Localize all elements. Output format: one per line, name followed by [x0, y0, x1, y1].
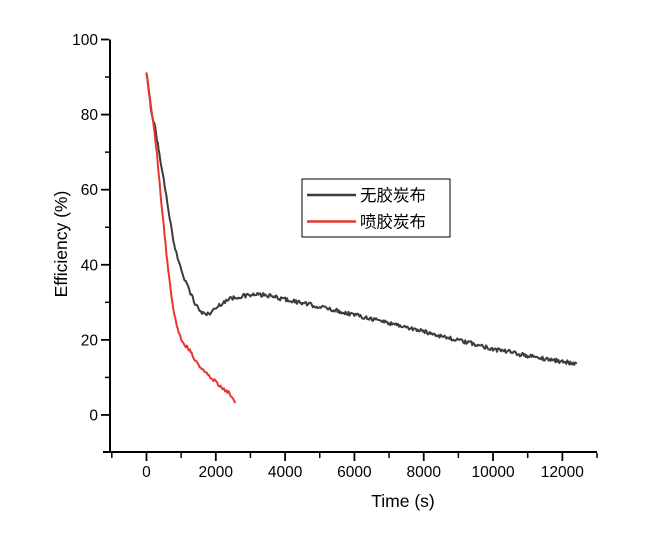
- y-axis-title: Efficiency (%): [51, 191, 71, 298]
- series-line-1: [145, 72, 578, 366]
- legend-label: 无胶炭布: [360, 186, 426, 205]
- x-tick-label: 10000: [471, 464, 514, 481]
- y-tick-label: 0: [89, 407, 98, 424]
- y-tick-label: 40: [81, 257, 99, 274]
- legend-box: [301, 178, 451, 238]
- legend-label: 喷胶炭布: [360, 213, 426, 232]
- y-tick-label: 60: [81, 182, 99, 199]
- axes: 0 2000 4000 6000 8000 10000 12000 0 20 40 60 80 100: [72, 32, 598, 481]
- x-tick-label: 2000: [199, 464, 234, 481]
- x-tick-label: 4000: [268, 464, 303, 481]
- y-tick-label: 100: [72, 32, 98, 49]
- x-tick-label: 12000: [541, 464, 584, 481]
- y-tick-label: 80: [81, 107, 99, 124]
- x-tick-label: 6000: [337, 464, 372, 481]
- x-tick-label: 0: [142, 464, 151, 481]
- y-tick-label: 20: [81, 332, 99, 349]
- x-axis-title: Time (s): [371, 491, 435, 511]
- data-series: [145, 72, 578, 404]
- series-line-2: [145, 72, 236, 404]
- x-tick-label: 8000: [406, 464, 441, 481]
